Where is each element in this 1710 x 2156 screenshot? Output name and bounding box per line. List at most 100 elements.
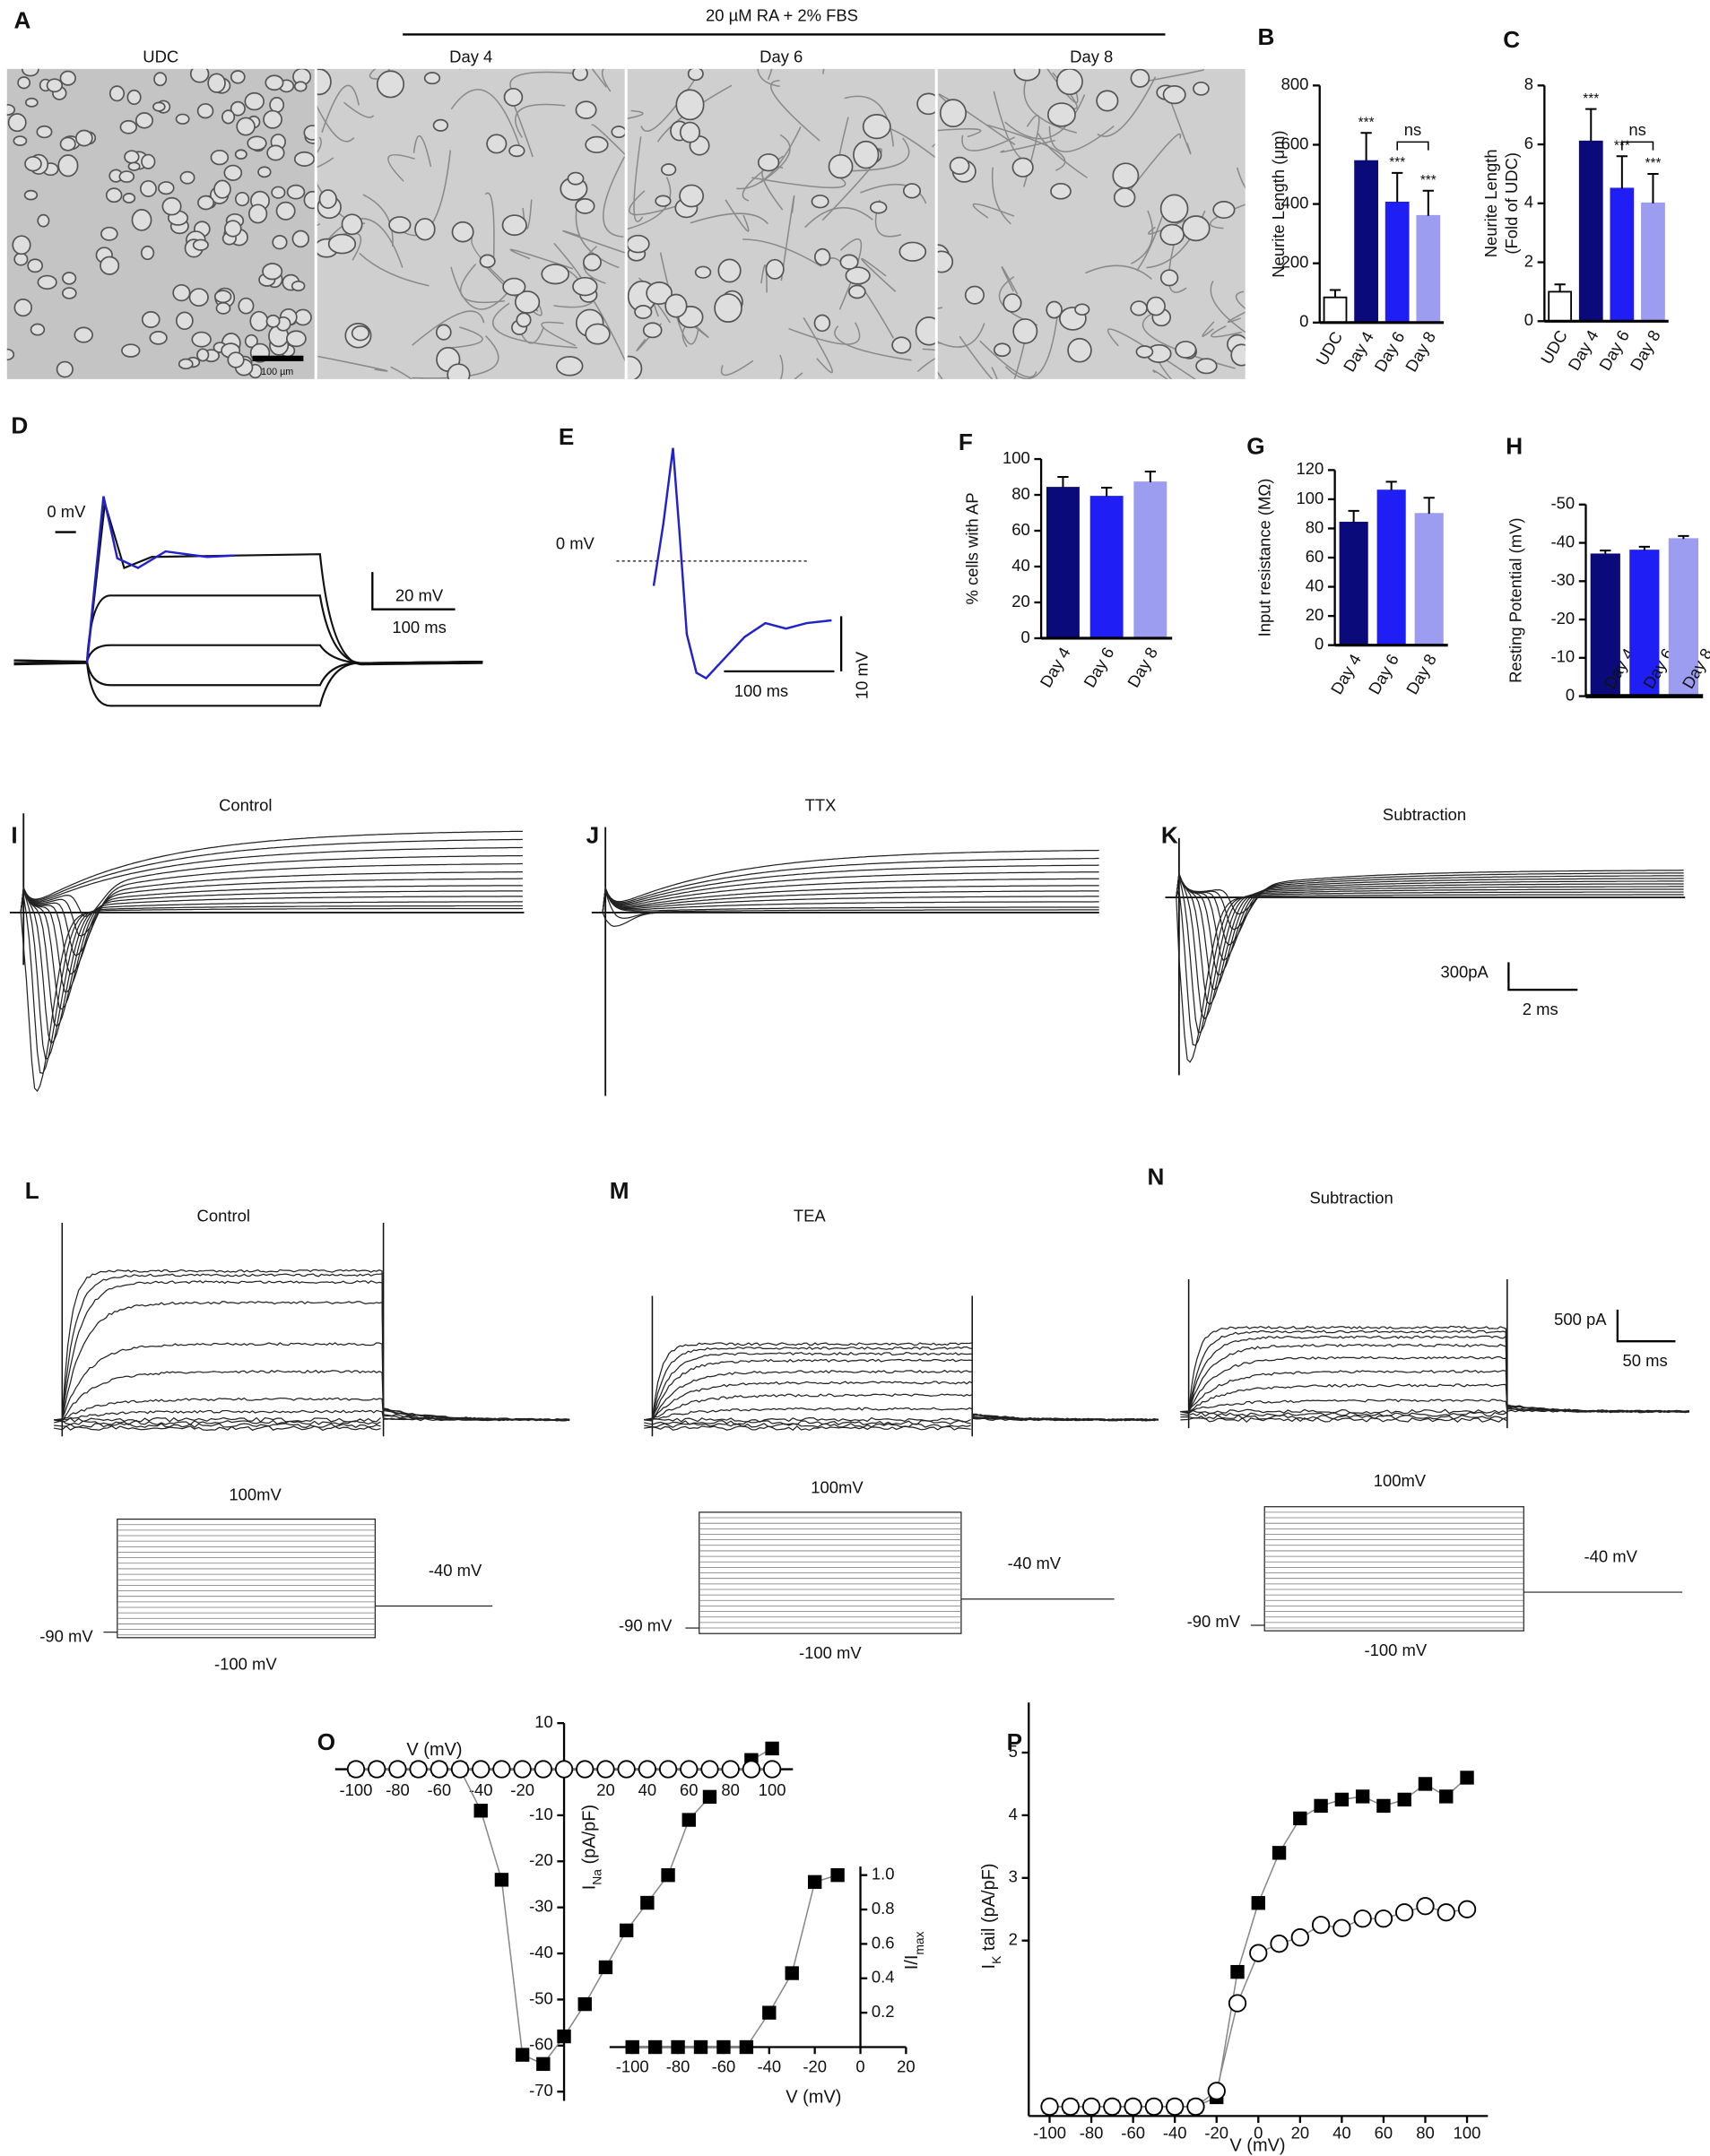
cell	[845, 266, 871, 285]
marker	[1334, 1792, 1350, 1807]
panel-label: O	[317, 1728, 335, 1755]
cell	[627, 355, 643, 379]
cell	[1182, 215, 1211, 242]
trace	[602, 890, 1099, 919]
panel-label: C	[1503, 26, 1520, 53]
cell	[916, 92, 935, 116]
cell	[24, 156, 42, 172]
trace	[644, 1393, 1159, 1422]
x-tick-label: 60	[1375, 2123, 1393, 2142]
neurite	[412, 310, 485, 346]
trace	[1180, 1355, 1689, 1414]
neurite	[937, 323, 985, 348]
cell	[293, 151, 315, 167]
trace	[644, 1425, 971, 1432]
cell	[486, 134, 508, 154]
marker	[1332, 1918, 1351, 1937]
y-tick-label: -70	[529, 2081, 553, 2100]
neurite	[627, 109, 644, 119]
neurite	[369, 68, 380, 80]
y-tick-label: 0.6	[872, 1933, 895, 1952]
cell	[516, 312, 532, 328]
panel-label: J	[586, 821, 600, 848]
cell	[275, 201, 296, 221]
cell	[223, 220, 242, 238]
protocol-label: -100 mV	[1364, 1641, 1427, 1659]
trace	[602, 888, 1099, 913]
y-tick-label: 1.0	[872, 1865, 895, 1883]
y-axis-label: INa (pA/pF)	[580, 1805, 603, 1890]
y-tick-label: 120	[1297, 459, 1324, 478]
significance-label: ***	[1389, 155, 1405, 170]
cell	[22, 68, 39, 77]
y-tick-label: 60	[1011, 520, 1030, 539]
cell	[13, 135, 28, 146]
cell	[230, 100, 246, 117]
neurite	[742, 238, 822, 267]
cell	[12, 235, 31, 255]
cell	[828, 153, 854, 179]
marker	[368, 1760, 386, 1779]
error-bar	[1422, 189, 1434, 216]
y-axis-label: Neurite Length (μm)	[1269, 130, 1288, 277]
trace-title: TTX	[805, 795, 837, 814]
cell	[341, 213, 363, 236]
neurite	[938, 93, 1016, 146]
cell	[1012, 318, 1038, 344]
y-tick-label: -50	[1551, 494, 1575, 513]
cell	[1159, 223, 1185, 246]
significance-label: ***	[1645, 156, 1661, 171]
error-bar	[1100, 487, 1113, 498]
neurite	[757, 68, 780, 88]
neurite	[991, 167, 1011, 225]
cell	[1112, 162, 1140, 189]
cell	[627, 234, 650, 254]
neurite	[1236, 167, 1246, 189]
marker	[515, 2048, 530, 2062]
scale-bar	[724, 616, 843, 673]
cell	[555, 356, 584, 377]
cell	[585, 323, 611, 345]
cell	[263, 109, 282, 129]
neurite	[769, 80, 820, 142]
panel-label: L	[25, 1177, 39, 1204]
cell	[74, 129, 93, 147]
cell	[121, 343, 141, 358]
neurite	[321, 84, 360, 133]
cell	[285, 330, 307, 348]
cell	[24, 97, 39, 108]
bar	[1089, 496, 1124, 639]
panel-label: E	[559, 423, 574, 450]
protocol-label: -40 mV	[1584, 1547, 1637, 1566]
marker	[1081, 2097, 1101, 2117]
y-axis-label-part: (pA/pF)	[580, 1805, 600, 1869]
neurite	[1211, 325, 1242, 338]
cell	[119, 119, 137, 134]
neurite	[972, 203, 1015, 219]
trace	[20, 912, 523, 1093]
neurite	[861, 257, 897, 292]
error-bar	[1647, 172, 1659, 203]
x-tick-label: -20	[803, 2056, 827, 2075]
marker	[492, 1760, 511, 1779]
cell	[327, 233, 357, 255]
bar	[1548, 290, 1573, 323]
neurite	[541, 321, 577, 347]
neurite	[959, 335, 998, 379]
panel-label: B	[1258, 23, 1275, 50]
cell	[869, 201, 888, 214]
y-tick-label: -40	[529, 1943, 553, 1961]
y-axis-label: Resting Potential (mV)	[1506, 517, 1524, 682]
marker	[693, 2039, 708, 2055]
marker	[554, 1760, 574, 1779]
neurite	[860, 183, 927, 204]
cell	[318, 189, 337, 210]
x-tick-label: 80	[721, 1780, 740, 1799]
cell	[813, 247, 831, 266]
bar	[1354, 160, 1378, 324]
cell	[508, 144, 525, 158]
cell	[109, 85, 126, 102]
neurite	[491, 302, 577, 349]
neurite	[720, 359, 754, 377]
neurite	[1131, 210, 1154, 264]
